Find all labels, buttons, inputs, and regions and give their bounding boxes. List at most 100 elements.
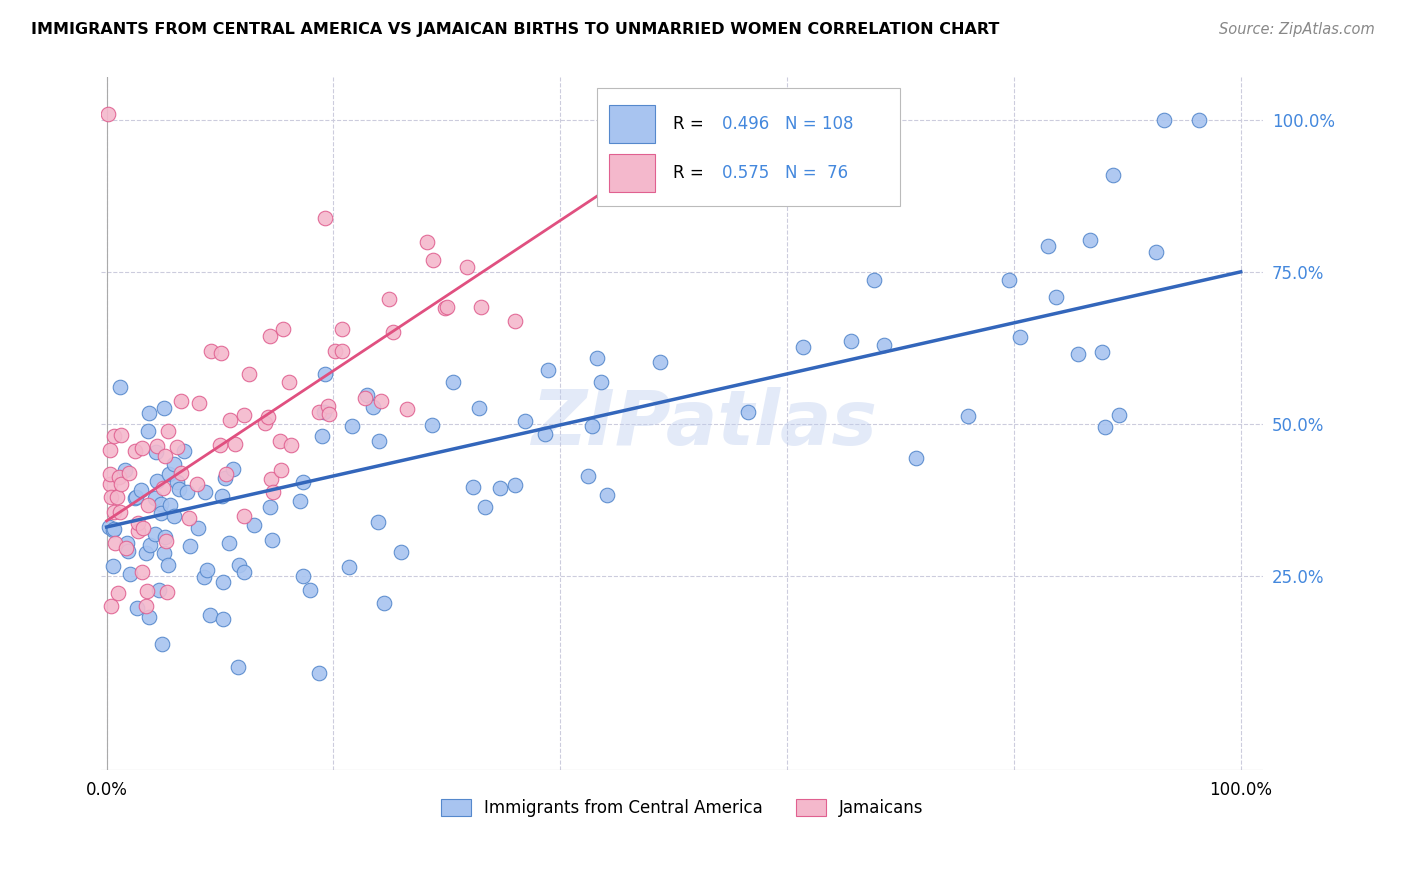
Point: [153, 547, 176, 561]
Point: [155, 449, 177, 463]
Point: [957, 409, 980, 424]
Point: [179, 539, 201, 553]
Point: [839, 334, 862, 348]
Point: [356, 388, 378, 402]
Text: 0.575   N =  76: 0.575 N = 76: [721, 163, 848, 182]
Point: [146, 475, 169, 489]
Point: [269, 434, 291, 448]
Point: [187, 396, 209, 410]
Point: [339, 560, 361, 574]
Point: [124, 444, 146, 458]
Point: [153, 401, 176, 415]
Point: [127, 516, 149, 530]
Point: [316, 400, 339, 414]
Point: [1188, 112, 1211, 127]
Text: ZIPatlas: ZIPatlas: [533, 387, 879, 461]
Point: [433, 301, 456, 315]
Point: [1078, 233, 1101, 247]
Point: [218, 535, 240, 549]
Point: [150, 506, 173, 520]
Point: [436, 301, 458, 315]
Point: [97, 520, 120, 534]
Point: [159, 498, 181, 512]
Point: [103, 505, 125, 519]
Point: [103, 559, 125, 574]
Point: [198, 608, 221, 623]
Point: [152, 481, 174, 495]
Point: [997, 273, 1019, 287]
Point: [232, 565, 254, 579]
Point: [104, 536, 127, 550]
Point: [1144, 245, 1167, 260]
Point: [461, 480, 484, 494]
Point: [314, 211, 336, 225]
Point: [1038, 239, 1060, 253]
Point: [311, 429, 333, 443]
Point: [138, 406, 160, 420]
Point: [238, 368, 260, 382]
Point: [214, 470, 236, 484]
Point: [314, 367, 336, 381]
Point: [323, 344, 346, 359]
Point: [155, 531, 177, 545]
Point: [259, 328, 281, 343]
Point: [177, 511, 200, 525]
Point: [1094, 420, 1116, 434]
Point: [103, 429, 125, 443]
Point: [187, 521, 209, 535]
Point: [271, 322, 294, 336]
Point: [456, 260, 478, 274]
Point: [107, 586, 129, 600]
Point: [299, 583, 322, 598]
Point: [513, 414, 536, 428]
Point: [143, 526, 166, 541]
Point: [591, 375, 613, 389]
Point: [98, 477, 121, 491]
Text: 0.496   N = 108: 0.496 N = 108: [721, 115, 853, 133]
Point: [370, 393, 392, 408]
Point: [125, 490, 148, 504]
Point: [114, 463, 136, 477]
Point: [221, 461, 243, 475]
Point: [156, 558, 179, 572]
Bar: [609, 105, 655, 144]
Point: [100, 467, 122, 481]
Point: [163, 458, 186, 472]
Point: [367, 516, 389, 530]
Point: [138, 610, 160, 624]
Point: [1102, 168, 1125, 182]
Point: [150, 637, 173, 651]
Point: [292, 569, 315, 583]
Point: [503, 314, 526, 328]
Point: [243, 518, 266, 533]
Point: [108, 380, 131, 394]
Point: [1008, 330, 1031, 344]
Point: [228, 558, 250, 573]
Point: [110, 505, 132, 519]
Point: [596, 488, 619, 502]
Point: [110, 477, 132, 491]
Point: [167, 482, 190, 496]
Point: [108, 470, 131, 484]
Point: [135, 546, 157, 560]
Bar: [609, 153, 655, 192]
Point: [873, 338, 896, 352]
Point: [114, 541, 136, 555]
Point: [145, 444, 167, 458]
Point: [416, 235, 439, 250]
Point: [470, 301, 492, 315]
Point: [260, 533, 283, 547]
Point: [117, 543, 139, 558]
Point: [489, 481, 512, 495]
Point: [211, 489, 233, 503]
Point: [422, 252, 444, 267]
Point: [1153, 112, 1175, 127]
Point: [537, 362, 560, 376]
Point: [208, 438, 231, 452]
Point: [308, 666, 330, 681]
Point: [127, 600, 149, 615]
Point: [862, 273, 884, 287]
Point: [737, 405, 759, 419]
Point: [1067, 347, 1090, 361]
Legend: Immigrants from Central America, Jamaicans: Immigrants from Central America, Jamaica…: [434, 792, 931, 824]
